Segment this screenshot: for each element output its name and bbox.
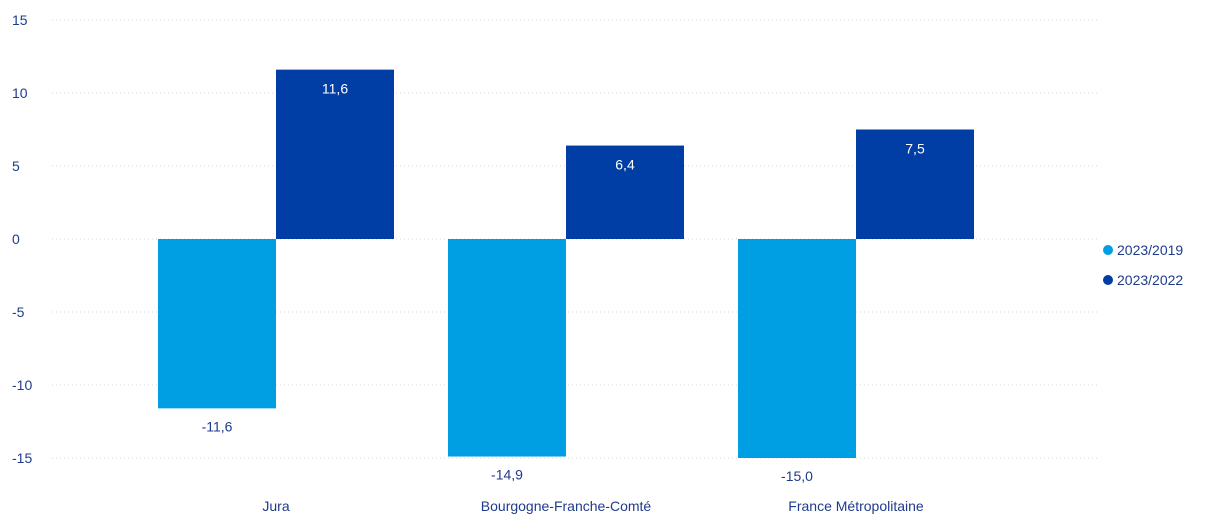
data-label: -15,0 [781, 468, 813, 484]
x-category-label: France Métropolitaine [788, 498, 924, 514]
legend-marker [1103, 275, 1113, 285]
y-tick-label: 0 [12, 231, 20, 247]
bar-2023-2022-2[interactable] [856, 129, 974, 240]
bar-2023-2019-1[interactable] [448, 239, 566, 457]
y-tick-label: -5 [12, 304, 25, 320]
bar-2023-2022-0[interactable] [276, 69, 394, 239]
y-tick-label: 15 [12, 12, 28, 28]
y-tick-label: -10 [12, 377, 32, 393]
legend-marker [1103, 245, 1113, 255]
x-category-label: Bourgogne-Franche-Comté [481, 498, 652, 514]
data-label: 7,5 [905, 141, 925, 157]
bar-2023-2019-0[interactable] [158, 239, 276, 409]
data-label: -11,6 [202, 418, 233, 434]
y-tick-label: 10 [12, 85, 28, 101]
x-category-label: Jura [262, 498, 289, 514]
data-label: -14,9 [491, 467, 523, 483]
y-axis: 15 10 5 0 -5 -10 -15 [12, 12, 32, 466]
y-tick-label: 5 [12, 158, 20, 174]
bars: -11,6 11,6 -14,9 6,4 -15,0 7,5 [158, 69, 974, 484]
x-axis: Jura Bourgogne-Franche-Comté France Métrop… [262, 498, 924, 514]
legend-entry[interactable]: 2023/2019 [1117, 242, 1183, 258]
legend: 2023/2019 2023/2022 [1103, 242, 1183, 288]
data-label: 11,6 [322, 81, 348, 97]
bar-2023-2022-1[interactable] [566, 145, 684, 239]
data-label: 6,4 [615, 157, 635, 173]
y-tick-label: -15 [12, 450, 32, 466]
legend-entry[interactable]: 2023/2022 [1117, 272, 1183, 288]
bar-2023-2019-2[interactable] [738, 239, 856, 458]
